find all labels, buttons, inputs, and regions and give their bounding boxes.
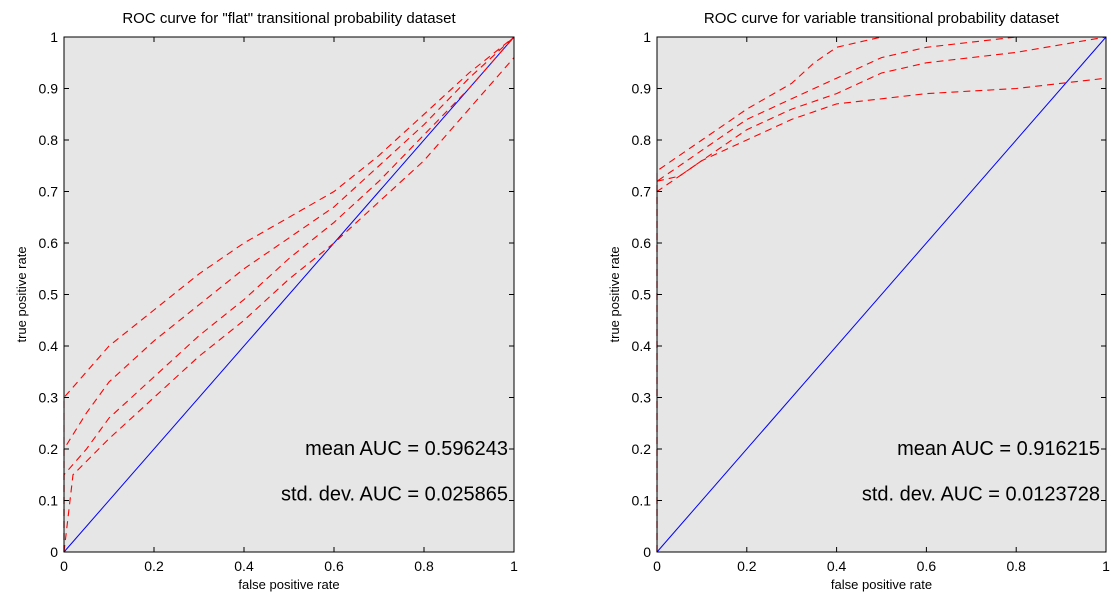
y-tick-label: 0.8	[39, 132, 59, 148]
roc-curve-4	[63, 57, 515, 553]
y-tick-label: 0.2	[39, 441, 59, 457]
roc-curve-3	[656, 36, 1107, 552]
y-tick-label: 0.3	[632, 390, 652, 406]
x-tick-label: 0.2	[737, 558, 757, 574]
y-tick-label: 0.9	[39, 81, 59, 97]
chart-panel-flat: 0 0.2 0.4 0.6 0.8 1 0 0.1 0.2 0.3 0.4 0.5 0.6 0.7 0.8 0…	[14, 10, 518, 592]
x-tick-label: 0.8	[1006, 558, 1026, 574]
y-tick-label: 0.7	[39, 184, 59, 200]
chart-panel-variable: 0 0.2 0.4 0.6 0.8 1 0 0.1 0.2 0.3 0.4 0.5 0.6 0.7 0.8 0…	[607, 10, 1110, 592]
y-tick-label: 0.4	[39, 338, 59, 354]
y-tick-label: 0.5	[632, 287, 652, 303]
y-tick-label: 0.9	[632, 81, 652, 97]
y-tick-label: 0.3	[39, 390, 59, 406]
x-tick-label: 0.6	[917, 558, 937, 574]
mean-auc-annotation: mean AUC = 0.596243	[305, 438, 508, 460]
x-tick-label: 1	[510, 558, 518, 574]
x-tick-label: 1	[1102, 558, 1110, 574]
x-axis-label: false positive rate	[831, 577, 932, 592]
y-tick-label: 0.1	[39, 493, 59, 509]
y-tick-label: 0.5	[39, 287, 59, 303]
mean-auc-annotation: mean AUC = 0.916215	[897, 438, 1100, 460]
x-tick-label: 0.4	[827, 558, 847, 574]
y-tick-label: 0.1	[632, 493, 652, 509]
y-tick-label: 1	[643, 29, 651, 45]
y-tick-label: 0	[643, 544, 651, 560]
y-axis-label: true positive rate	[607, 246, 622, 342]
y-tick-label: 0	[50, 544, 58, 560]
chart-title: ROC curve for variable transitional prob…	[704, 10, 1060, 27]
x-tick-label: 0	[60, 558, 68, 574]
x-tick-label: 0.6	[324, 558, 344, 574]
roc-curve-3	[63, 36, 515, 552]
std-auc-annotation: std. dev. AUC = 0.025865	[281, 484, 508, 506]
roc-curve-2	[656, 36, 1106, 552]
y-tick-label: 0.6	[632, 235, 652, 251]
x-tick-label: 0.8	[414, 558, 434, 574]
x-tick-label: 0.4	[234, 558, 254, 574]
y-tick-label: 0.6	[39, 235, 59, 251]
x-tick-label: 0.2	[144, 558, 164, 574]
diagonal-reference-line	[63, 36, 515, 553]
x-axis-label: false positive rate	[238, 577, 339, 592]
x-tick-label: 0	[653, 558, 661, 574]
roc-curve-4	[656, 77, 1107, 182]
diagonal-reference-line	[656, 36, 1107, 553]
y-axis-label: true positive rate	[14, 246, 29, 342]
y-tick-label: 0.7	[632, 184, 652, 200]
roc-curve-2	[63, 36, 515, 552]
y-tick-label: 1	[50, 29, 58, 45]
chart-title: ROC curve for "flat" transitional probab…	[122, 10, 456, 27]
y-tick-label: 0.2	[632, 441, 652, 457]
std-auc-annotation: std. dev. AUC = 0.0123728	[862, 484, 1100, 506]
y-tick-label: 0.8	[632, 132, 652, 148]
y-tick-label: 0.4	[632, 338, 652, 354]
roc-curve-1	[63, 36, 515, 552]
